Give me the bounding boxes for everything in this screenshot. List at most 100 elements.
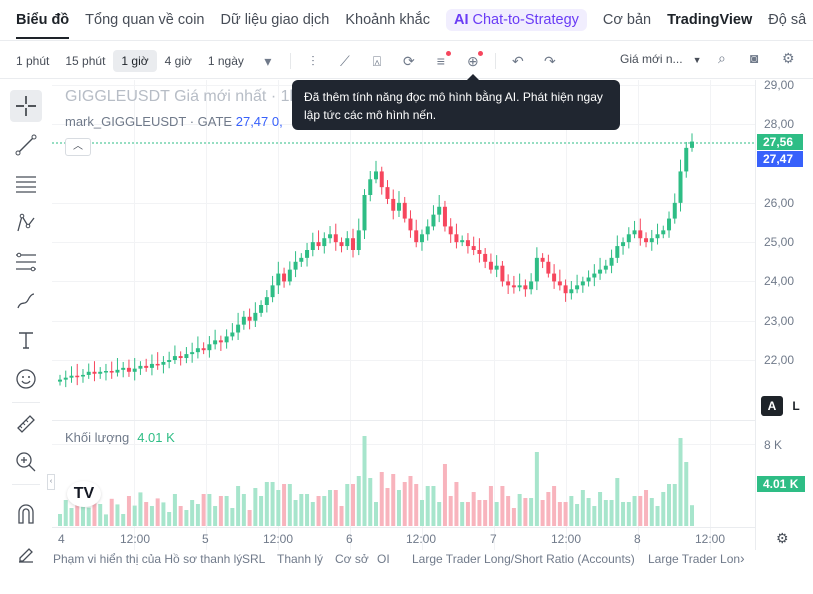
chevron-right-icon[interactable]: › (740, 550, 745, 566)
candle-body (391, 198, 396, 211)
candle-body (69, 375, 74, 378)
volume-bar (552, 486, 557, 526)
volume-bar (580, 490, 585, 526)
indicator-srl[interactable]: SRL (242, 552, 266, 566)
candle-body (333, 234, 338, 243)
time-tick: 12:00 (551, 532, 582, 546)
nav-tab-basic[interactable]: Cơ bản (602, 12, 652, 28)
zoom-in-icon[interactable] (10, 446, 42, 478)
price-tick: 24,00 (764, 274, 795, 288)
volume-bar (69, 508, 74, 526)
time-axis[interactable]: 4 12:00 5 12:00 6 12:00 7 12:00 8 12:00 (52, 527, 755, 547)
nav-tab-depth[interactable]: Độ sâ (768, 12, 807, 28)
volume-bar (488, 486, 493, 526)
volume-bar (506, 496, 511, 526)
auto-scale-button[interactable]: A (761, 396, 783, 416)
timeframe-4h[interactable]: 4 giờ (164, 54, 192, 68)
candle-body (494, 265, 499, 270)
lock-drawing-icon[interactable] (10, 536, 42, 568)
pattern-icon[interactable] (10, 207, 42, 239)
nav-tab-chart[interactable]: Biểu đồ (16, 12, 70, 39)
volume-bar (362, 436, 367, 526)
nav-tab-coin-overview[interactable]: Tổng quan về coin (85, 12, 205, 28)
candle-body (201, 348, 206, 351)
time-tick: 4 (58, 532, 65, 546)
volume-bar (339, 506, 344, 526)
nav-tab-moments[interactable]: Khoảnh khắc (345, 12, 430, 28)
timeframe-1d[interactable]: 1 ngày (207, 54, 244, 68)
volume-bar (431, 486, 436, 526)
volume-bar (213, 506, 218, 526)
volume-bar (690, 505, 694, 526)
notification-dot (477, 50, 483, 56)
volume-bar (649, 498, 654, 526)
candle-body (190, 352, 195, 355)
chart-type-icon[interactable]: ⟋ (339, 52, 350, 69)
chat-to-strategy-button[interactable]: AI Chat-to-Strategy (446, 9, 587, 31)
indicator-lt-ratio-accounts[interactable]: Large Trader Long/Short Ratio (Accounts) (412, 552, 635, 566)
pattern-ai-icon[interactable]: ≡ (425, 51, 457, 69)
indicators-icon[interactable]: ⫶ (311, 52, 315, 69)
ruler-icon[interactable] (10, 408, 42, 440)
candle-body (483, 253, 488, 262)
crosshair-icon[interactable] (10, 90, 42, 122)
search-icon[interactable]: ⌕ (718, 50, 726, 66)
fibonacci-icon[interactable] (10, 246, 42, 278)
indicator-basis[interactable]: Cơ sở (335, 552, 369, 566)
timeframe-1m[interactable]: 1 phút (16, 54, 50, 68)
text-icon[interactable] (10, 324, 42, 356)
candle-body (58, 379, 62, 382)
emoji-icon[interactable] (10, 363, 42, 395)
magnet-icon[interactable] (10, 498, 42, 530)
volume-bar (460, 502, 465, 526)
volume-bar (132, 505, 137, 526)
axis-settings-icon[interactable]: ⚙ (776, 530, 789, 546)
candle-body (626, 234, 631, 243)
indicator-liquidation-profile[interactable]: Phạm vi hiển thị của Hồ sơ thanh lý (53, 552, 243, 566)
indicator-oi[interactable]: OI (377, 552, 390, 566)
volume-bar (477, 500, 482, 526)
volume-bar (402, 482, 407, 526)
volume-bar (615, 478, 620, 526)
mark-price-legend: mark_GIGGLEUSDT · GATE 27,47 0, (65, 114, 283, 129)
candle-body (161, 361, 166, 365)
trend-line-icon[interactable] (10, 129, 42, 161)
candle-body (523, 285, 528, 290)
legend-title-text: GIGGLEUSDT Giá mới nhất · 1h (65, 88, 299, 105)
gear-icon[interactable]: ⚙ (782, 50, 795, 66)
alert-icon[interactable]: ⍓ (372, 52, 382, 69)
timeframe-dropdown-icon[interactable]: ▾ (264, 52, 272, 69)
candle-body (144, 365, 149, 368)
candle-body (362, 195, 367, 231)
redo-icon[interactable]: ↷ (544, 52, 556, 69)
indicator-lt-ratio-positions[interactable]: Large Trader Lon (648, 552, 741, 566)
expand-left-icon[interactable]: ‹ (47, 474, 55, 490)
price-type-select[interactable]: Giá mới n... ▼ (620, 52, 701, 66)
candle-body (356, 230, 361, 250)
time-tick: 5 (202, 532, 209, 546)
nav-tab-tradingview[interactable]: TradingView (667, 12, 753, 28)
log-scale-button[interactable]: L (792, 399, 800, 413)
horizontal-lines-icon[interactable] (10, 168, 42, 200)
time-tick: 12:00 (263, 532, 294, 546)
volume-bar (293, 500, 298, 526)
volume-bar (667, 484, 672, 526)
volume-bar (494, 502, 499, 526)
collapse-legend-button[interactable]: ︿ (65, 138, 91, 156)
indicator-liquidation[interactable]: Thanh lý (277, 552, 324, 566)
camera-icon[interactable]: ◙ (750, 50, 759, 66)
volume-bar (408, 476, 413, 526)
undo-icon[interactable]: ↶ (512, 52, 524, 69)
candle-body (121, 367, 126, 370)
candle-body (230, 332, 235, 337)
nav-tab-trading-data[interactable]: Dữ liệu giao dịch (220, 12, 330, 28)
timeframe-15m[interactable]: 15 phút (65, 54, 106, 68)
replay-icon[interactable]: ⟳ (403, 52, 415, 69)
volume-tick: 8 K (764, 438, 783, 452)
price-axis[interactable]: 29,00 28,00 26,00 25,00 24,00 23,00 22,0… (755, 78, 813, 550)
tradingview-logo-icon[interactable]: TV (67, 481, 101, 507)
add-icon[interactable]: ⊕ (457, 50, 489, 70)
candle-body (534, 257, 539, 282)
brush-icon[interactable] (10, 285, 42, 317)
timeframe-1h[interactable]: 1 giờ (113, 50, 157, 72)
